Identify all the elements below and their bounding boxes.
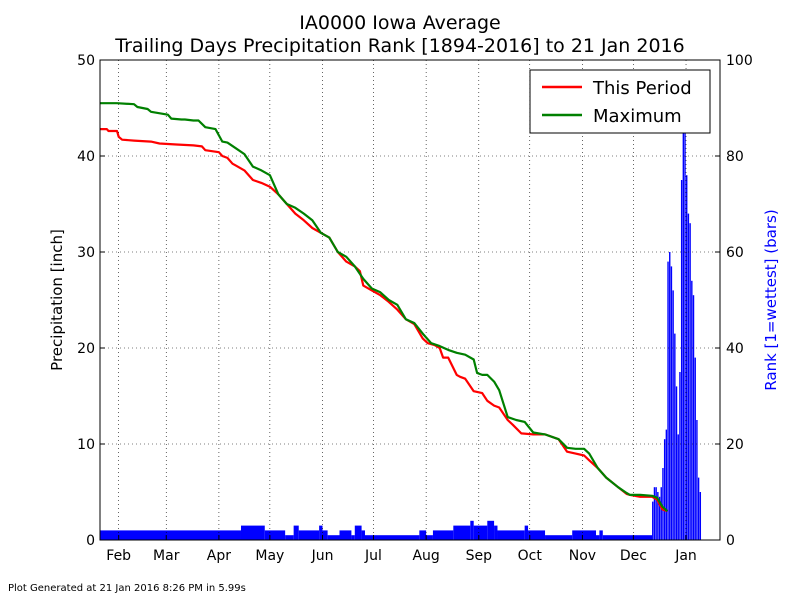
rank-bar-segment (473, 525, 488, 540)
rank-bar (665, 429, 668, 540)
rank-bar-segment (264, 530, 286, 540)
rank-bar (682, 88, 685, 541)
x-tick-label: Nov (569, 548, 596, 564)
legend-label: This Period (592, 78, 692, 99)
rank-bar (691, 280, 693, 540)
y2-tick-label: 100 (726, 53, 753, 69)
rank-bar (675, 386, 678, 540)
rank-bar-segment (497, 530, 525, 540)
y-tick-label: 30 (77, 245, 95, 261)
legend-box (529, 69, 711, 134)
rank-bar (663, 439, 666, 540)
rank-bar-segment (354, 525, 362, 540)
rank-bar (667, 261, 669, 540)
rank-bar (699, 492, 702, 540)
y2-tick-label: 20 (726, 437, 744, 453)
y2-tick-label: 40 (726, 341, 744, 357)
rank-bar (677, 434, 679, 540)
rank-bar (660, 487, 662, 540)
rank-bar-segment (545, 535, 573, 540)
rank-bar-segment (487, 520, 495, 540)
rank-bar-segment (426, 535, 433, 540)
chart-title-line1: IA0000 Iowa Average (299, 12, 501, 34)
rank-bar-segment (419, 530, 427, 540)
rank-bar (684, 122, 686, 541)
rank-bar (670, 266, 673, 540)
rank-bar-segment (322, 530, 328, 540)
rank-bar (689, 223, 691, 540)
x-tick-label: May (255, 548, 284, 564)
series-line-maximum (100, 102, 669, 513)
rank-bar (674, 333, 676, 540)
rank-bar (657, 492, 659, 540)
x-tick-label: Jul (364, 548, 382, 564)
rank-bar (680, 180, 683, 540)
rank-bar-segment (453, 525, 471, 540)
y-tick-label: 40 (77, 149, 95, 165)
x-tick-label: Aug (412, 548, 439, 564)
rank-bar (655, 487, 657, 540)
y-axis-label: Precipitation [inch] (48, 229, 66, 371)
rank-bar (669, 252, 671, 540)
y-tick-label: 10 (77, 437, 95, 453)
rank-bar-segment (524, 525, 529, 540)
rank-bar-segment (596, 535, 600, 540)
footer-generated-text: Plot Generated at 21 Jan 2016 8:26 PM in… (8, 583, 246, 594)
rank-bar (697, 477, 700, 540)
rank-bar (694, 357, 696, 540)
rank-bar-segment (319, 525, 323, 540)
rank-bar (653, 487, 656, 540)
x-tick-label: Dec (620, 548, 647, 564)
y2-tick-label: 0 (726, 533, 735, 549)
rank-bar-segment (432, 530, 454, 540)
rank-bar (662, 468, 664, 540)
y-tick-label: 0 (86, 533, 95, 549)
x-tick-label: Sep (466, 548, 493, 564)
rank-bar-segment (100, 530, 241, 540)
y-tick-label: 50 (77, 53, 95, 69)
rank-bar-segment (602, 535, 653, 540)
rank-bar (672, 290, 674, 540)
rank-bar-segment (494, 525, 498, 540)
x-tick-label: Oct (518, 548, 543, 564)
rank-bar-segment (240, 525, 265, 540)
legend-label: Maximum (593, 106, 682, 127)
plot-frame (99, 59, 721, 541)
x-tick-label: Jan (674, 548, 697, 564)
x-tick-label: Jun (311, 548, 334, 564)
rank-bar-segment (285, 535, 294, 540)
rank-bar-segment (528, 530, 546, 540)
y2-tick-label: 60 (726, 245, 744, 261)
rank-bar (658, 496, 661, 540)
chart-title-line2: Trailing Days Precipitation Rank [1894-2… (115, 35, 685, 57)
rank-bar (686, 175, 688, 540)
rank-bar (652, 501, 654, 540)
rank-bar (692, 295, 695, 540)
x-tick-label: Mar (153, 548, 180, 564)
rank-bar-segment (599, 530, 603, 540)
rank-bar (687, 213, 690, 540)
rank-bar (679, 372, 681, 540)
series-line-this-period (100, 128, 668, 513)
rank-bar-segment (339, 530, 352, 540)
rank-bar (696, 420, 698, 540)
rank-bar-segment (572, 530, 596, 540)
rank-bar-segment (351, 535, 355, 540)
y2-axis-label: Rank [1=wettest] (bars) (762, 209, 780, 390)
rank-bar-segment (364, 535, 420, 540)
rank-bar-segment (361, 530, 365, 540)
rank-bar-segment (298, 530, 320, 540)
x-tick-label: Apr (207, 548, 231, 564)
y-tick-label: 20 (77, 341, 95, 357)
x-tick-label: Feb (106, 548, 131, 564)
plot-area (100, 60, 720, 540)
rank-bar-segment (293, 525, 299, 540)
rank-bar-segment (470, 520, 474, 540)
y2-tick-label: 80 (726, 149, 744, 165)
rank-bar-segment (327, 535, 340, 540)
